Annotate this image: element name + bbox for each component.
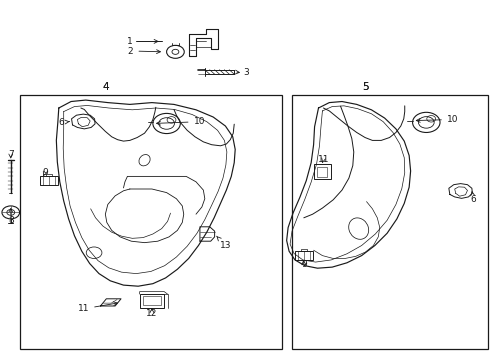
Text: 10: 10	[416, 115, 458, 124]
Bar	[314, 164, 331, 179]
Text: 2: 2	[127, 46, 133, 55]
Bar	[143, 296, 161, 305]
Text: 6: 6	[58, 118, 69, 127]
Text: 1: 1	[127, 37, 133, 46]
Bar	[317, 167, 327, 177]
Text: 13: 13	[217, 236, 231, 250]
Text: 4: 4	[102, 82, 109, 93]
Bar	[292, 95, 488, 349]
Text: 12: 12	[146, 309, 158, 318]
Text: 7: 7	[8, 150, 14, 158]
Text: 5: 5	[362, 82, 368, 93]
Text: 10: 10	[157, 117, 205, 126]
Text: 8: 8	[8, 216, 14, 225]
Text: 11: 11	[318, 154, 329, 163]
Text: 3: 3	[243, 68, 249, 77]
Text: 5: 5	[362, 82, 368, 93]
Text: 9: 9	[301, 261, 307, 269]
Text: 4: 4	[102, 82, 109, 93]
Bar	[140, 294, 164, 308]
Bar	[20, 95, 282, 349]
Text: 6: 6	[470, 192, 476, 204]
Text: 11: 11	[78, 302, 118, 313]
Text: 9: 9	[42, 167, 48, 176]
